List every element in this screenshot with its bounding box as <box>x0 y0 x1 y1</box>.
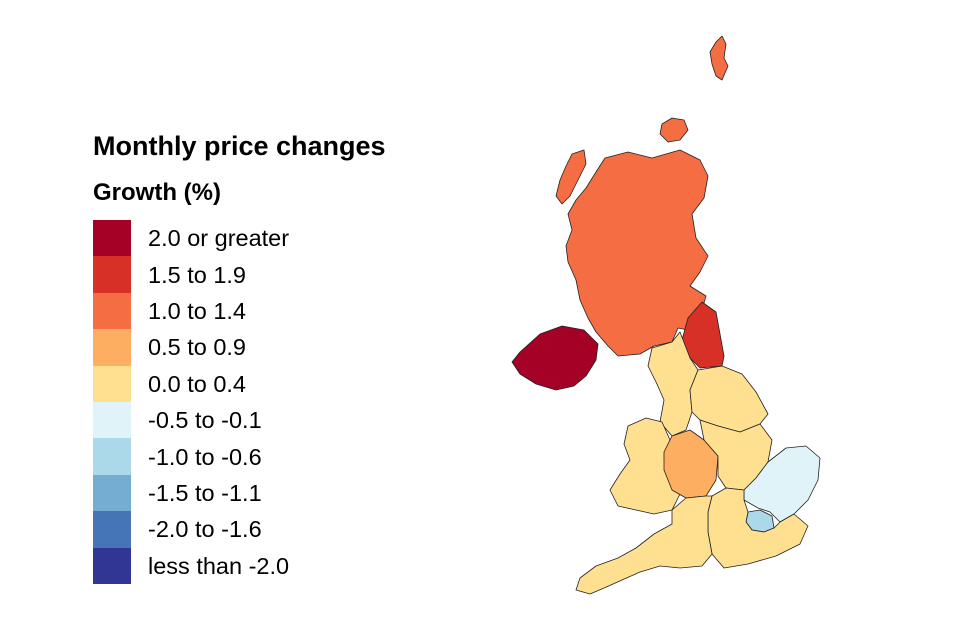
legend-swatch <box>93 292 131 330</box>
region-scotland-hebrides <box>555 149 587 205</box>
legend-subtitle: Growth (%) <box>93 179 221 206</box>
legend-label: -1.0 to -0.6 <box>148 443 262 470</box>
legend-swatch <box>93 401 131 439</box>
legend-item: 0.5 to 0.9 <box>93 329 453 366</box>
legend-swatch <box>93 474 131 512</box>
legend-label: 0.0 to 0.4 <box>148 370 246 397</box>
legend-label: -2.0 to -1.6 <box>148 516 262 543</box>
legend-swatch <box>93 365 131 402</box>
legend-swatch <box>93 511 131 548</box>
legend-item: less than -2.0 <box>93 547 453 584</box>
region-south-west <box>575 495 713 595</box>
legend-label: -0.5 to -0.1 <box>148 407 262 434</box>
region-north-west <box>647 331 699 437</box>
legend-label: 1.5 to 1.9 <box>148 261 246 288</box>
legend-item: 1.0 to 1.4 <box>93 292 453 330</box>
legend-swatch <box>93 547 131 584</box>
legend-swatch <box>93 220 131 257</box>
legend-item: 2.0 or greater <box>93 220 453 257</box>
legend-label: 0.5 to 0.9 <box>148 334 246 361</box>
legend-list: 2.0 or greater 1.5 to 1.9 1.0 to 1.4 0.5… <box>93 220 453 584</box>
legend: Monthly price changes Growth (%) 2.0 or … <box>93 128 453 600</box>
legend-label: 2.0 or greater <box>148 225 290 252</box>
legend-label: 1.0 to 1.4 <box>148 297 246 324</box>
region-scotland-shetland <box>709 35 729 81</box>
region-south-east <box>707 487 809 569</box>
legend-item: 1.5 to 1.9 <box>93 256 453 293</box>
legend-title: Monthly price changes <box>93 131 386 161</box>
legend-swatch <box>93 438 131 475</box>
legend-item: -2.0 to -1.6 <box>93 511 453 548</box>
legend-item: -0.5 to -0.1 <box>93 401 453 439</box>
legend-swatch <box>93 256 131 293</box>
legend-label: less than -2.0 <box>148 552 290 579</box>
legend-item: -1.0 to -0.6 <box>93 438 453 475</box>
legend-item: 0.0 to 0.4 <box>93 365 453 402</box>
legend-label: -1.5 to -1.1 <box>148 479 262 506</box>
region-wales <box>609 417 681 515</box>
region-northern-ireland <box>511 325 599 391</box>
region-east-of-england <box>743 445 821 523</box>
legend-item: -1.5 to -1.1 <box>93 474 453 512</box>
legend-swatch <box>93 329 131 366</box>
region-scotland-orkney <box>659 117 689 143</box>
